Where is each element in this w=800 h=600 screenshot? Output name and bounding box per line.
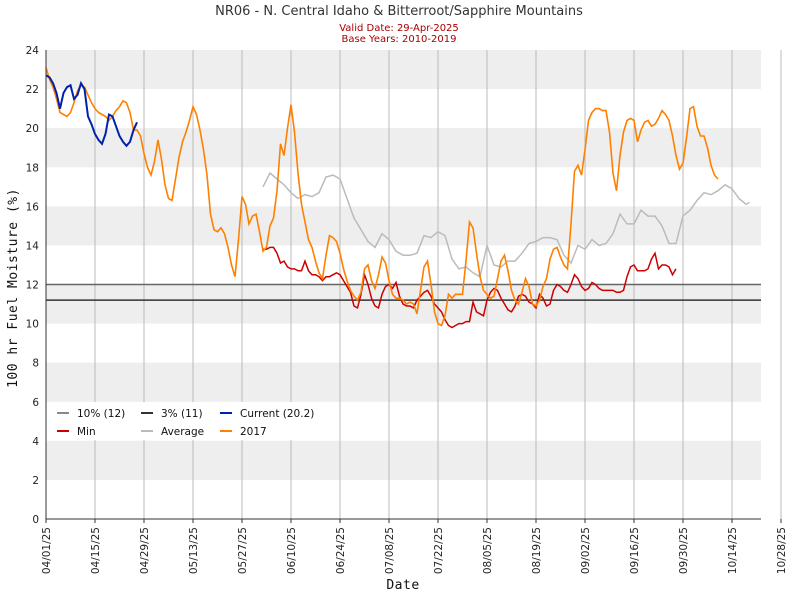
legend-item-average-label: Average: [161, 426, 204, 438]
y-tick-label: 16: [26, 201, 40, 213]
y-tick-label: 4: [32, 436, 39, 448]
chart-subtitle-valid-date: Valid Date: 29-Apr-2025: [339, 23, 459, 34]
legend-item-3pct-label: 3% (11): [161, 408, 203, 420]
chart-title: NR06 - N. Central Idaho & Bitterroot/Sap…: [215, 4, 583, 19]
series-min-line: [263, 246, 677, 329]
series-current-line: [45, 74, 138, 148]
legend-item-current-label: Current (20.2): [240, 408, 314, 420]
y-tick-label: 24: [26, 45, 40, 57]
y-axis-label: 100 hr Fuel Moisture (%): [6, 188, 21, 388]
y-tick-label: 14: [26, 240, 40, 252]
y-tick-label: 8: [32, 358, 39, 370]
x-tick-label: 09/30/25: [678, 527, 690, 574]
legend-item-min-label: Min: [77, 426, 96, 438]
x-tick-label: 09/16/25: [629, 527, 641, 574]
x-tick-label: 05/27/25: [237, 527, 249, 574]
x-tick-label: 04/29/25: [139, 527, 151, 574]
axes: [45, 50, 761, 520]
legend: 10% (12) 3% (11) Current (20.2) Min Average 2…: [48, 402, 323, 440]
y-tick-label: 2: [32, 475, 39, 487]
series-average-line: [262, 171, 750, 278]
x-tick-label: 07/22/25: [433, 527, 445, 574]
y-tick-label: 10: [26, 319, 39, 331]
x-tick-label: 04/01/25: [41, 527, 53, 574]
legend-item-10pct-label: 10% (12): [77, 408, 125, 420]
x-tick-label: 10/28/25: [776, 527, 788, 574]
y-tick-label: 18: [26, 162, 39, 174]
grid-band: [46, 128, 761, 168]
y-tick-label: 20: [26, 123, 39, 135]
grid-band: [46, 206, 761, 246]
y-tick-label: 12: [26, 280, 39, 292]
x-tick-label: 06/24/25: [335, 527, 347, 574]
series-2017-line: [45, 67, 719, 327]
series-lines: [45, 67, 750, 329]
x-tick-label: 06/10/25: [286, 527, 298, 574]
legend-item-2017-label: 2017: [240, 426, 267, 438]
x-tick-label: 09/02/25: [580, 527, 592, 574]
x-tick-label: 07/08/25: [384, 527, 396, 574]
x-tick-label: 05/13/25: [188, 527, 200, 574]
x-tick-label: 08/05/25: [482, 527, 494, 574]
x-tick-label: 08/19/25: [531, 527, 543, 574]
x-axis-label: Date: [386, 578, 419, 593]
y-tick-label: 22: [26, 84, 39, 96]
legend-box: [48, 402, 323, 440]
grid-band: [46, 50, 761, 90]
x-tick-label: 10/14/25: [727, 527, 739, 574]
tick-labels: 04/01/25 04/15/25 04/29/25 05/13/25 05/27/25…: [26, 45, 788, 574]
y-tick-label: 0: [32, 514, 39, 526]
grid-band: [46, 440, 761, 480]
grid-band: [46, 362, 761, 402]
x-tick-label: 04/15/25: [90, 527, 102, 574]
chart-subtitle-base-years: Base Years: 2010-2019: [342, 34, 457, 45]
y-tick-label: 6: [32, 397, 39, 409]
